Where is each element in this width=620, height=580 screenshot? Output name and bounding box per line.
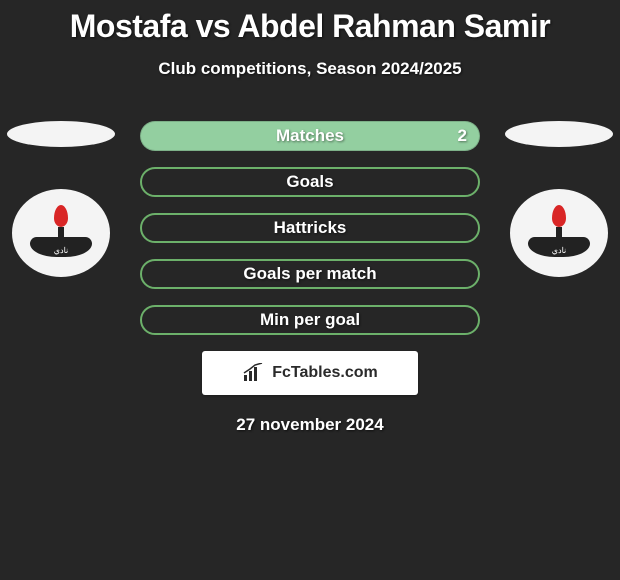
left-player-column: نادي xyxy=(6,121,116,277)
stat-rows: Matches 2 Goals Hattricks Goals per matc… xyxy=(140,121,480,335)
stat-right-value: 2 xyxy=(458,126,467,146)
stat-label: Goals per match xyxy=(243,264,376,284)
flame-icon xyxy=(552,205,566,227)
stat-row-hattricks: Hattricks xyxy=(140,213,480,243)
stat-label: Hattricks xyxy=(274,218,347,238)
stat-row-goals-per-match: Goals per match xyxy=(140,259,480,289)
stat-row-matches: Matches 2 xyxy=(140,121,480,151)
torch-bar xyxy=(556,227,562,237)
right-club-badge: نادي xyxy=(510,189,608,277)
attribution-badge: FcTables.com xyxy=(202,351,418,395)
club-arabic-text: نادي xyxy=(54,246,69,255)
page-title: Mostafa vs Abdel Rahman Samir xyxy=(0,0,620,45)
right-player-column: نادي xyxy=(504,121,614,277)
left-club-badge: نادي xyxy=(12,189,110,277)
comparison-area: نادي نادي Matches 2 Goals Hatt xyxy=(0,121,620,335)
stat-label: Min per goal xyxy=(260,310,360,330)
stat-row-min-per-goal: Min per goal xyxy=(140,305,480,335)
left-player-oval xyxy=(7,121,115,147)
date-line: 27 november 2024 xyxy=(0,415,620,435)
club-arabic-text: نادي xyxy=(552,246,567,255)
bar-chart-icon xyxy=(242,363,266,383)
attribution-text: FcTables.com xyxy=(272,364,378,382)
stat-label: Goals xyxy=(286,172,333,192)
right-player-oval xyxy=(505,121,613,147)
subtitle: Club competitions, Season 2024/2025 xyxy=(0,59,620,79)
stat-label: Matches xyxy=(276,126,344,146)
stat-row-goals: Goals xyxy=(140,167,480,197)
torch-bar xyxy=(58,227,64,237)
flame-icon xyxy=(54,205,68,227)
